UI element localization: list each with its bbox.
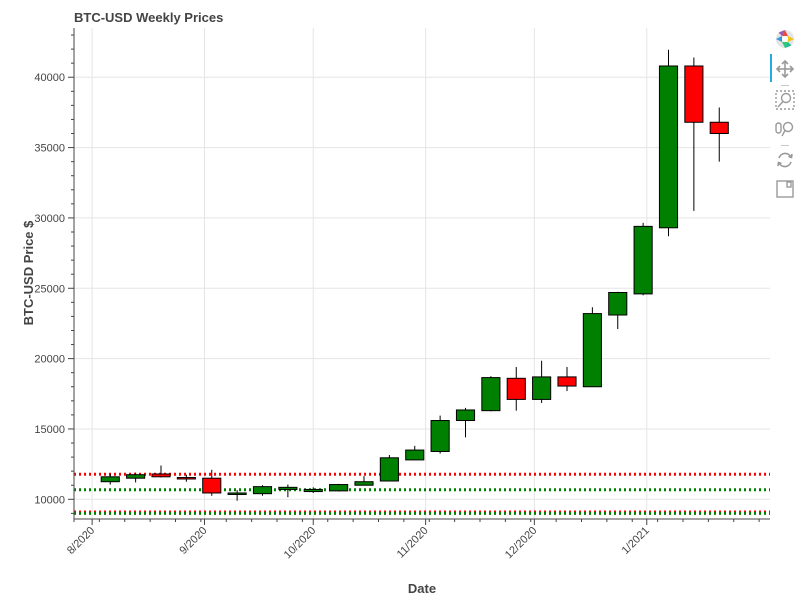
candle: [582, 307, 602, 388]
candles: [100, 49, 729, 501]
y-tick-label: 15000: [34, 424, 65, 436]
candle-body: [684, 65, 704, 123]
candle: [481, 376, 501, 412]
candle: [684, 57, 704, 211]
candle: [151, 465, 171, 478]
candle-body: [176, 476, 196, 480]
candle-body: [252, 486, 273, 495]
candle: [557, 367, 577, 391]
candle: [455, 407, 476, 438]
candle: [658, 49, 679, 237]
reset-icon[interactable]: [774, 149, 796, 171]
y-tick-label: 30000: [34, 213, 65, 225]
candle: [303, 487, 323, 493]
bokeh-logo-icon[interactable]: [774, 28, 796, 50]
toolbar-separator: [781, 85, 789, 86]
candle-body: [430, 420, 450, 452]
candle: [126, 472, 146, 483]
candle: [202, 469, 222, 496]
candle: [100, 473, 120, 485]
pan-icon[interactable]: [774, 58, 796, 80]
candle-body: [303, 488, 323, 493]
y-axis-ticks: 10000 15000 20000 25000 30000 35000 40000: [34, 34, 74, 514]
candle-body: [126, 474, 146, 479]
candle-body: [405, 449, 425, 461]
wheel-zoom-icon[interactable]: [774, 118, 796, 140]
candle: [608, 291, 628, 330]
chart-title: BTC-USD Weekly Prices: [74, 10, 223, 25]
y-axis-label: BTC-USD Price $: [21, 220, 36, 326]
axes: [73, 28, 770, 520]
candle-body: [202, 477, 222, 494]
candle-body: [379, 457, 399, 482]
candle-body: [506, 377, 526, 400]
y-tick-label: 25000: [34, 283, 65, 295]
candle-body: [582, 313, 602, 388]
candle: [379, 454, 399, 482]
candle: [430, 415, 450, 454]
candle-body: [709, 121, 729, 135]
candle-body: [455, 409, 476, 422]
y-tick-label: 40000: [34, 72, 65, 84]
candle: [252, 485, 273, 496]
y-tick-label: 20000: [34, 354, 65, 366]
candle-body: [658, 65, 679, 229]
candle: [532, 360, 552, 403]
candle: [405, 445, 425, 461]
candle-body: [329, 484, 349, 492]
box-zoom-icon[interactable]: [774, 89, 796, 111]
candle-body: [557, 376, 577, 387]
candle: [227, 490, 247, 501]
candle: [278, 484, 298, 498]
x-axis-label: Date: [408, 581, 436, 596]
active-tool-indicator: [770, 54, 772, 82]
toolbar-separator: [781, 145, 789, 146]
candle: [506, 367, 526, 411]
candle-body: [100, 476, 120, 483]
candle: [329, 483, 349, 492]
candle-body: [354, 481, 374, 486]
candle-body: [151, 473, 171, 478]
candle-body: [608, 291, 628, 316]
candle: [176, 474, 196, 482]
candle: [709, 107, 729, 162]
candle-body: [532, 376, 552, 400]
y-tick-label: 10000: [34, 494, 65, 506]
candle-body: [481, 377, 501, 412]
y-tick-label: 35000: [34, 143, 65, 155]
candle-body: [633, 225, 653, 295]
candle-body: [278, 486, 298, 490]
save-icon[interactable]: [774, 178, 796, 200]
horizontal-reference-lines: [74, 472, 770, 515]
candle: [354, 476, 374, 486]
candle-body: [227, 492, 247, 495]
candle: [633, 222, 653, 296]
chart-toolbar: [770, 28, 800, 208]
